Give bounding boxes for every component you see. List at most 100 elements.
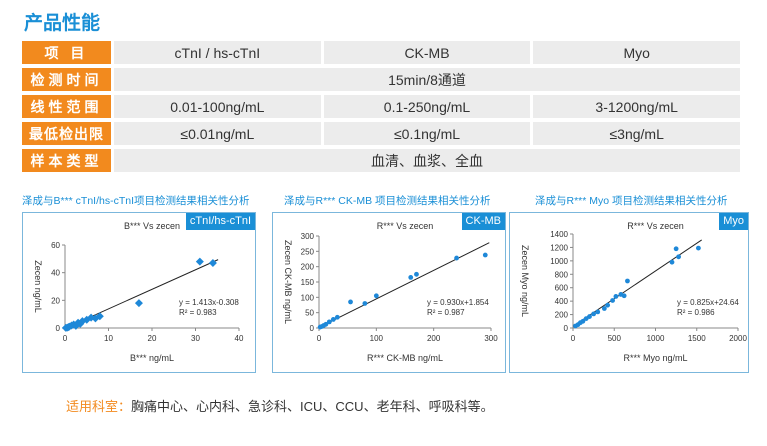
y-tick-label: 1200 — [550, 243, 568, 252]
data-point — [408, 275, 414, 280]
data-point — [601, 306, 607, 311]
data-point — [605, 302, 611, 308]
x-tick-label: 0 — [63, 334, 68, 343]
data-point — [134, 299, 143, 308]
cell-range-ctni: 0.01-100ng/mL — [114, 95, 321, 118]
data-point — [591, 311, 597, 317]
cell-range-ckmb: 0.1-250ng/mL — [323, 95, 531, 118]
y-tick-label: 0 — [564, 324, 569, 333]
chart-badge-ctni: cTnI/hs-cTnI — [185, 213, 255, 230]
cell-myo: Myo — [533, 41, 741, 64]
chart-caption-myo: 泽成与R*** Myo 项目检测结果相关性分析 — [535, 195, 728, 207]
x-tick-label: 10 — [104, 334, 113, 343]
data-point — [595, 309, 601, 315]
chart-caption-ckmb: 泽成与R*** CK-MB 项目检测结果相关性分析 — [284, 195, 491, 207]
trendline — [318, 242, 490, 328]
y-tick-label: 0 — [56, 324, 61, 333]
x-tick-label: 30 — [191, 334, 200, 343]
cell-ctni: cTnI / hs-cTnI — [114, 41, 321, 64]
y-tick-label: 1400 — [550, 230, 568, 239]
cell-sample: 血清、血浆、全血 — [114, 149, 740, 172]
specs-table: 项 目 cTnI / hs-cTnI CK-MB Myo 检测时间 15min/… — [22, 41, 741, 176]
chart-panel-ckmb: 0 100 200 300 0 50 100 150 200 250 300 R*** Vs zece… — [272, 212, 506, 373]
r-squared: R² = 0.987 — [427, 308, 465, 317]
cell-lod-ctni: ≤0.01ng/mL — [114, 122, 321, 145]
scatter-chart-myo: 0 500 1000 1500 2000 0 200 400 600 800 1000 1200 140… — [520, 221, 747, 363]
regression-equation: y = 0.825x+24.64 — [677, 298, 739, 307]
data-point — [673, 246, 679, 252]
data-point — [362, 301, 368, 306]
specs-row-sample: 样本类型 血清、血浆、全血 — [22, 149, 740, 172]
y-tick-label: 200 — [555, 311, 569, 320]
y-tick-label: 1000 — [550, 257, 568, 266]
x-tick-label: 40 — [235, 334, 244, 343]
cell-lod-myo: ≤3ng/mL — [533, 122, 741, 145]
x-tick-label: 20 — [148, 334, 157, 343]
x-tick-label: 300 — [484, 334, 498, 343]
x-tick-label: 2000 — [729, 334, 747, 343]
data-point — [95, 312, 104, 321]
specs-row-lod: 最低检出限 ≤0.01ng/mL ≤0.1ng/mL ≤3ng/mL — [22, 122, 741, 145]
row-header: 样本类型 — [22, 149, 111, 172]
data-point — [482, 252, 488, 258]
y-tick-label: 400 — [555, 297, 569, 306]
data-point — [676, 254, 681, 260]
regression-equation: y = 1.413x-0.308 — [179, 298, 239, 307]
y-tick-label: 200 — [301, 263, 315, 272]
chart-panel-ctni: 0 10 20 30 40 0 20 40 60 B*** Vs zecen B*** ng/mL Z… — [22, 212, 256, 373]
specs-row-item: 项 目 cTnI / hs-cTnI CK-MB Myo — [22, 41, 741, 64]
scatter-chart-ckmb: 0 100 200 300 0 50 100 150 200 250 300 R*** Vs zece… — [283, 221, 498, 363]
data-point — [580, 318, 586, 324]
row-header: 项 目 — [22, 41, 111, 64]
cell-lod-ckmb: ≤0.1ng/mL — [323, 122, 531, 145]
data-point — [414, 271, 419, 277]
x-tick-label: 1500 — [688, 334, 706, 343]
r-squared: R² = 0.986 — [677, 308, 715, 317]
data-point — [323, 321, 329, 327]
data-point — [330, 317, 336, 322]
page-title: 产品性能 — [24, 13, 101, 34]
row-header: 线性范围 — [22, 95, 111, 118]
data-point — [625, 278, 630, 284]
data-point — [454, 255, 459, 261]
data-point — [71, 321, 80, 330]
row-header: 最低检出限 — [22, 122, 111, 145]
y-tick-label: 250 — [301, 247, 315, 256]
regression-equation: y = 0.930x+1.854 — [427, 298, 489, 307]
cell-ckmb: CK-MB — [323, 41, 531, 64]
data-point — [334, 314, 340, 320]
y-tick-label: 50 — [305, 309, 314, 318]
data-point — [348, 299, 353, 305]
cell-range-myo: 3-1200ng/mL — [533, 95, 741, 118]
data-point — [208, 258, 217, 267]
chart-badge-myo: Myo — [719, 213, 748, 230]
x-tick-label: 200 — [427, 334, 441, 343]
row-header: 检测时间 — [22, 68, 111, 91]
x-tick-label: 1000 — [647, 334, 665, 343]
chart-title: B*** Vs zecen — [124, 221, 180, 231]
x-axis-label: B*** ng/mL — [130, 353, 174, 363]
data-point — [373, 293, 379, 299]
data-point — [610, 298, 615, 303]
data-point — [621, 293, 627, 299]
data-point — [91, 314, 100, 323]
specs-row-range: 线性范围 0.01-100ng/mL 0.1-250ng/mL 3-1200ng… — [22, 95, 741, 118]
y-axis-label: Zecen CK-MB ng/mL — [283, 240, 293, 324]
y-tick-label: 300 — [301, 232, 315, 241]
data-point — [326, 319, 332, 325]
x-tick-label: 500 — [608, 334, 622, 343]
chart-caption-ctni: 泽成与B*** cTnI/hs-cTnI项目检测结果相关性分析 — [22, 195, 250, 207]
x-axis-label: R*** CK-MB ng/mL — [367, 353, 443, 363]
chart-badge-ckmb: CK-MB — [461, 213, 505, 230]
data-point — [669, 259, 675, 265]
chart-panel-myo: 0 500 1000 1500 2000 0 200 400 600 800 1000 1200 140… — [509, 212, 749, 373]
cell-time: 15min/8通道 — [114, 68, 740, 91]
scatter-chart-ctni: 0 10 20 30 40 0 20 40 60 B*** Vs zecen B*** ng/mL Z… — [33, 221, 244, 363]
specs-row-time: 检测时间 15min/8通道 — [22, 68, 740, 91]
x-axis-label: R*** Myo ng/mL — [623, 353, 687, 363]
y-tick-label: 150 — [301, 278, 315, 287]
y-tick-label: 20 — [51, 296, 60, 305]
x-tick-label: 100 — [370, 334, 384, 343]
y-tick-label: 100 — [301, 293, 315, 302]
data-point — [696, 245, 701, 251]
